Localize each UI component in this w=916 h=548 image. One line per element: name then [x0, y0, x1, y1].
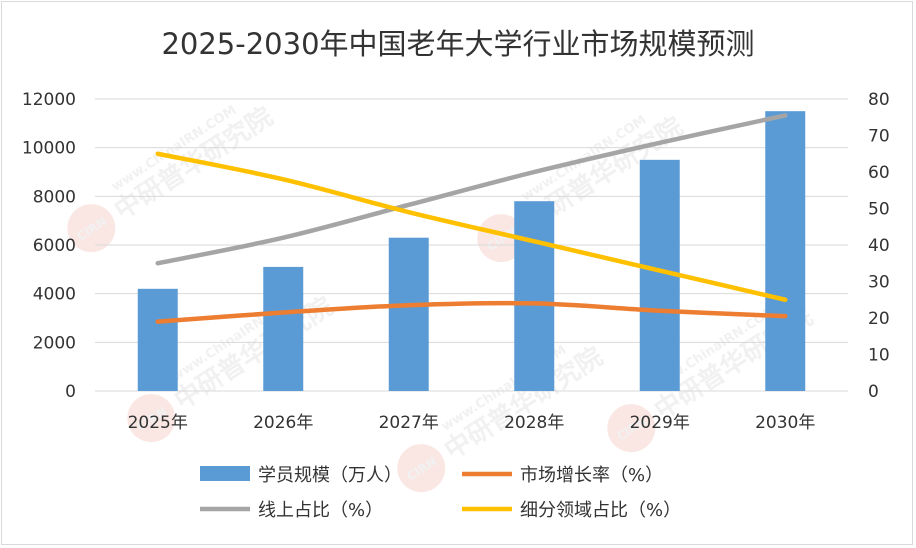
series-line	[155, 113, 788, 266]
y-right-tick-label: 30	[868, 273, 890, 293]
gridlines	[95, 98, 848, 392]
bar	[514, 201, 555, 391]
legend-item: 线上占比（%）	[200, 500, 383, 521]
line-series	[155, 113, 788, 324]
y-right-tick-label: 40	[868, 236, 890, 256]
legend-item: 市场增长率（%）	[462, 465, 663, 486]
y-left-tick-label: 0	[65, 382, 76, 402]
legend-item: 学员规模（万人）	[200, 465, 402, 486]
legend-label: 学员规模（万人）	[258, 465, 402, 486]
y-left-tick-label: 8000	[33, 187, 76, 207]
y-left-tick-label: 2000	[33, 333, 76, 353]
watermark-name: 中研普华研究院	[109, 101, 279, 226]
y-axis-left-ticks: 0 2000 4000 6000 8000 10000 12000	[22, 90, 76, 402]
y-axis-right-ticks: 0 10 20 30 40 50 60 70 80	[868, 90, 890, 402]
y-right-tick-label: 50	[868, 200, 890, 220]
y-right-tick-label: 70	[868, 127, 890, 147]
watermark-logo-icon	[607, 404, 656, 453]
x-axis-ticks: 2025年 2026年 2027年 2028年 2029年 2030年	[128, 413, 816, 433]
legend-label: 市场增长率（%）	[520, 465, 663, 486]
y-right-tick-label: 10	[868, 346, 890, 366]
x-tick-label: 2029年	[630, 413, 690, 433]
legend-label: 线上占比（%）	[258, 500, 383, 521]
bar	[388, 237, 429, 391]
y-right-tick-label: 80	[868, 90, 890, 110]
bar	[765, 111, 806, 392]
bar	[263, 266, 304, 391]
y-right-tick-label: 20	[868, 309, 890, 329]
series-line	[155, 300, 788, 324]
x-tick-label: 2030年	[755, 413, 815, 433]
watermark-logo-icon	[477, 214, 526, 263]
watermark-logo-icon	[397, 444, 446, 493]
legend-label: 细分领域占比（%）	[520, 500, 681, 521]
y-left-tick-label: 12000	[22, 90, 76, 110]
watermark-logo-icon	[127, 394, 176, 443]
y-right-tick-label: 0	[868, 382, 879, 402]
series-line	[155, 151, 788, 302]
y-left-tick-label: 4000	[33, 285, 76, 305]
watermark-logo-icon	[67, 204, 116, 253]
legend-item: 细分领域占比（%）	[462, 500, 681, 521]
x-tick-label: 2028年	[504, 413, 564, 433]
x-tick-label: 2027年	[379, 413, 439, 433]
chart-title: 2025-2030年中国老年大学行业市场规模预测	[161, 27, 754, 61]
y-right-tick-label: 60	[868, 163, 890, 183]
legend-swatch	[200, 466, 250, 481]
y-left-tick-label: 10000	[22, 139, 76, 159]
x-tick-label: 2025年	[128, 413, 188, 433]
bar	[137, 288, 178, 391]
legend: 学员规模（万人） 市场增长率（%） 线上占比（%） 细分领域占比（%）	[200, 465, 681, 521]
x-tick-label: 2026年	[253, 413, 313, 433]
y-left-tick-label: 6000	[33, 236, 76, 256]
